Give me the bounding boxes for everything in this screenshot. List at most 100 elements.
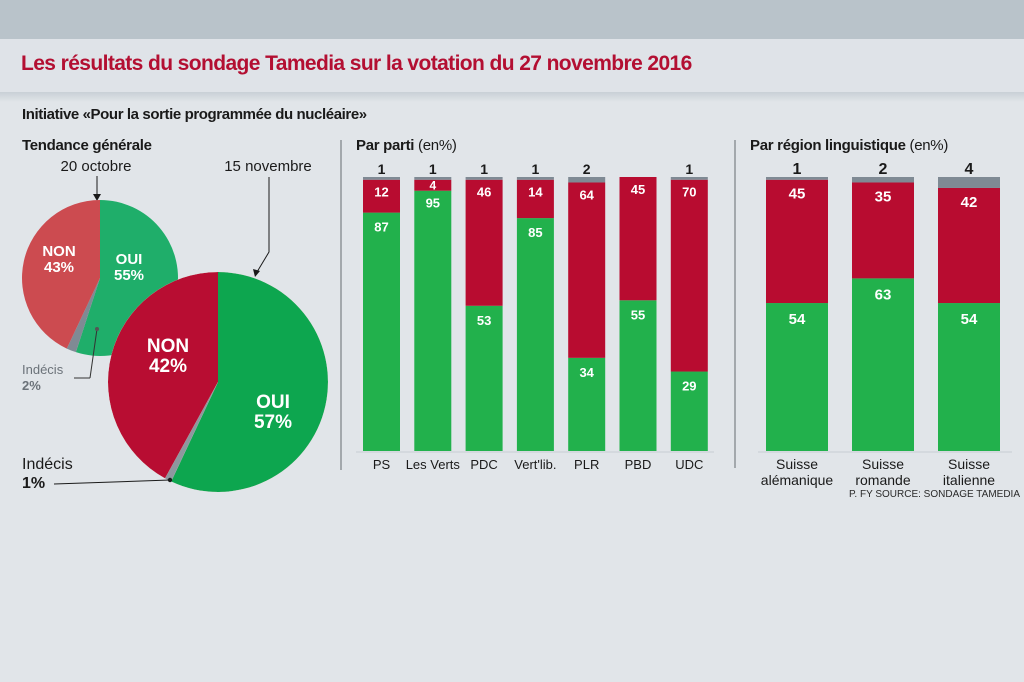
- bar-non: [670, 179, 708, 372]
- pie-value-oui: 57%: [254, 412, 292, 433]
- region-bar-chart: 45541Suissealémanique35632Suisseromande4…: [761, 161, 1000, 488]
- bar-indecis: [414, 177, 452, 180]
- bar-label-indecis: 1: [480, 161, 488, 177]
- pie1-indecis-label: Indécis: [22, 362, 64, 377]
- trend-title: Tendance générale: [22, 137, 152, 154]
- bar-oui: [363, 212, 400, 451]
- bar-oui: [568, 357, 606, 451]
- bar-label-oui: 54: [789, 311, 806, 328]
- bar-oui: [670, 371, 708, 451]
- category-label: Suisse: [948, 456, 990, 472]
- pie-label-oui: OUI: [256, 392, 290, 413]
- bar-label-oui: 53: [477, 313, 491, 328]
- bar-oui: [766, 303, 828, 451]
- bar-non: [516, 179, 554, 219]
- bar-label-oui: 29: [682, 379, 696, 394]
- title-separator: [0, 92, 1024, 102]
- source-note: P. FY SOURCE: SONDAGE TAMEDIA: [849, 489, 1020, 500]
- trend-title-text: Tendance générale: [22, 137, 152, 154]
- category-label: Suisse: [862, 456, 904, 472]
- bar-non: [414, 179, 452, 191]
- pie-slice-oui: [171, 272, 328, 493]
- bar-label-non: 42: [961, 194, 978, 211]
- bar-label-oui: 95: [426, 196, 440, 211]
- pie2-pointer-line: [256, 177, 270, 273]
- page-title: Les résultats du sondage Tamedia sur la …: [21, 52, 692, 75]
- region-title-unit: (en%): [909, 137, 949, 154]
- pie2-date-label: 15 novembre: [224, 158, 312, 175]
- category-label: italienne: [943, 472, 995, 488]
- bar-label-indecis: 4: [965, 161, 974, 178]
- bar-label-oui: 63: [875, 286, 892, 303]
- bar-non: [938, 187, 1000, 304]
- bar-label-indecis: 2: [583, 161, 591, 177]
- bar-label-indecis: 1: [429, 161, 437, 177]
- bar-oui: [852, 278, 914, 451]
- bar-label-oui: 55: [631, 307, 645, 322]
- pie-slice-indcis: [66, 278, 100, 353]
- bar-label-indecis: 1: [685, 161, 693, 177]
- bar-non: [363, 179, 400, 213]
- pie1-indecis-value: 2%: [22, 378, 41, 393]
- category-label: PS: [373, 457, 391, 472]
- bar-label-oui: 34: [579, 365, 594, 380]
- region-title-text: Par région linguistique: [750, 137, 906, 154]
- pie2-indecis-label: Indécis: [22, 456, 73, 473]
- bar-non: [766, 179, 828, 304]
- bar-oui: [619, 300, 657, 451]
- category-label: alémanique: [761, 472, 834, 488]
- title-band: [0, 39, 1024, 92]
- bar-non: [852, 182, 914, 279]
- pie1-date-label: 20 octobre: [61, 158, 132, 175]
- bar-label-non: 45: [789, 186, 806, 203]
- party-title: Par parti (en%): [356, 137, 457, 154]
- category-label: UDC: [675, 457, 703, 472]
- bar-indecis: [766, 177, 828, 180]
- pie-slice-indcis: [165, 382, 218, 482]
- bar-non: [619, 177, 657, 301]
- bar-label-indecis: 1: [378, 161, 386, 177]
- bar-oui: [516, 218, 554, 451]
- bar-label-non: 12: [374, 185, 388, 200]
- bar-indecis: [363, 177, 400, 180]
- pie-label-non: NON: [42, 243, 75, 260]
- page-subtitle: Initiative «Pour la sortie programmée du…: [22, 106, 367, 123]
- pie2-indecis-dot: [167, 477, 173, 483]
- bar-oui: [465, 305, 503, 451]
- party-title-text: Par parti: [356, 137, 415, 154]
- pie1-indecis-leader: [89, 328, 98, 379]
- bar-label-non: 46: [477, 185, 491, 200]
- category-label: PBD: [625, 457, 652, 472]
- bar-indecis: [516, 177, 554, 180]
- pie-label-oui: OUI: [116, 251, 143, 268]
- pie1-indecis-dot: [95, 327, 99, 331]
- bar-label-oui: 54: [961, 311, 978, 328]
- category-label: PLR: [574, 457, 599, 472]
- pie-label-non: NON: [147, 336, 189, 357]
- bar-label-oui: 85: [528, 225, 542, 240]
- bar-non: [568, 182, 606, 358]
- bar-label-non: 4: [429, 179, 436, 193]
- bar-label-indecis: 2: [879, 161, 888, 178]
- category-label: Vert'lib.: [514, 457, 556, 472]
- bar-label-indecis: 1: [793, 161, 802, 178]
- bar-indecis: [852, 177, 914, 183]
- bar-label-non: 70: [682, 185, 696, 200]
- bar-label-non: 64: [579, 187, 594, 202]
- region-title: Par région linguistique (en%): [750, 137, 948, 154]
- pie2-indecis-leader: [53, 479, 171, 485]
- pie-value-non: 43%: [44, 259, 74, 276]
- bar-oui: [414, 190, 452, 451]
- pie2-arrow-icon: [253, 269, 260, 277]
- party-title-unit: (en%): [418, 137, 457, 154]
- bar-indecis: [568, 177, 606, 183]
- bar-oui: [938, 303, 1000, 451]
- pie-slice-non: [108, 272, 218, 479]
- category-label: PDC: [470, 457, 497, 472]
- category-label: romande: [855, 472, 910, 488]
- pie-value-oui: 55%: [114, 267, 144, 284]
- bar-label-oui: 87: [374, 220, 388, 235]
